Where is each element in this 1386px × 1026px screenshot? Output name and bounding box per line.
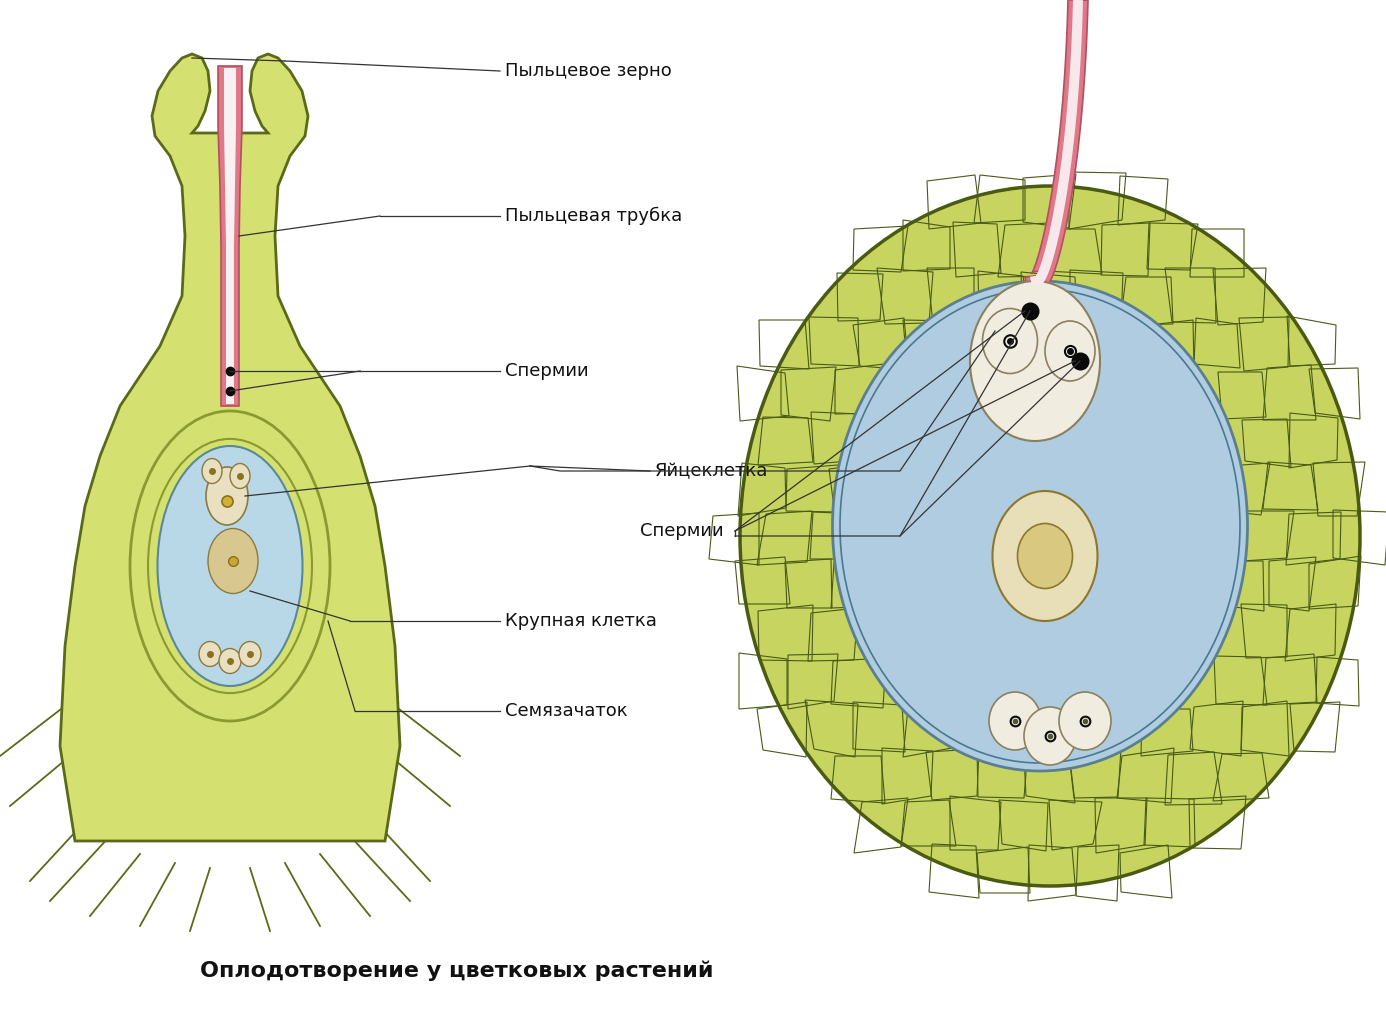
Ellipse shape xyxy=(238,641,261,667)
Ellipse shape xyxy=(219,648,241,673)
Polygon shape xyxy=(60,54,401,841)
Text: Крупная клетка: Крупная клетка xyxy=(505,611,657,630)
Polygon shape xyxy=(1026,0,1088,291)
Ellipse shape xyxy=(1024,707,1076,765)
Polygon shape xyxy=(1030,0,1082,286)
Ellipse shape xyxy=(230,464,249,488)
Ellipse shape xyxy=(990,692,1041,750)
Ellipse shape xyxy=(158,446,302,686)
Polygon shape xyxy=(218,66,243,406)
Ellipse shape xyxy=(1059,692,1112,750)
Text: Яйцеклетка: Яйцеклетка xyxy=(656,462,768,480)
Ellipse shape xyxy=(1045,321,1095,381)
Ellipse shape xyxy=(207,467,248,525)
Ellipse shape xyxy=(202,459,222,483)
Ellipse shape xyxy=(833,281,1247,771)
Ellipse shape xyxy=(740,186,1360,886)
Text: Семязачаток: Семязачаток xyxy=(505,702,628,720)
Ellipse shape xyxy=(200,641,220,667)
Text: Пыльцевая трубка: Пыльцевая трубка xyxy=(505,207,682,225)
Ellipse shape xyxy=(970,281,1100,441)
Text: Спермии: Спермии xyxy=(505,362,589,380)
Ellipse shape xyxy=(208,528,258,593)
Text: Спермии: Спермии xyxy=(640,522,723,540)
Ellipse shape xyxy=(983,309,1038,373)
Text: Оплодотворение у цветковых растений: Оплодотворение у цветковых растений xyxy=(200,960,714,981)
Text: Пыльцевое зерно: Пыльцевое зерно xyxy=(505,62,672,80)
Polygon shape xyxy=(225,68,236,404)
Ellipse shape xyxy=(1017,523,1073,589)
Ellipse shape xyxy=(992,491,1098,621)
